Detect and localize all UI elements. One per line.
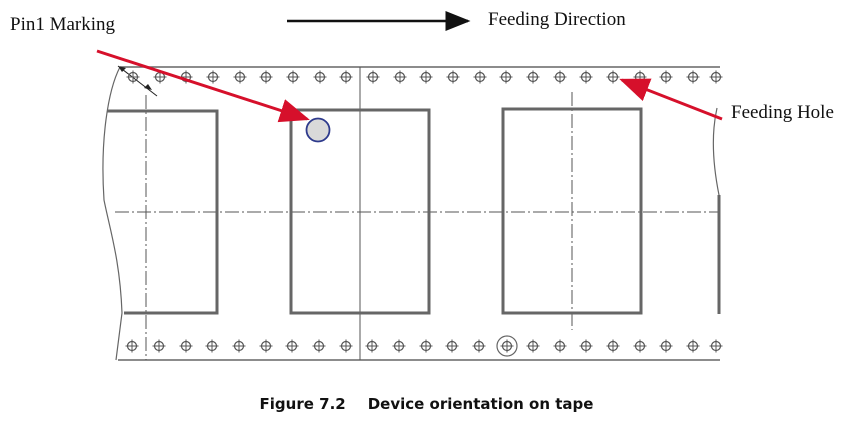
- dimension-arrow-icon: [117, 65, 158, 97]
- pin1-marking-dot: [305, 117, 331, 143]
- pocket-1: [107, 109, 219, 315]
- feeding-hole-pointer-arrow-icon: [619, 78, 723, 121]
- tape-pockets: [107, 107, 721, 315]
- top-feeding-holes: [125, 69, 724, 85]
- figure-number: Figure 7.2: [259, 395, 346, 413]
- pin1-pointer-arrow-icon: [96, 49, 310, 123]
- figure-caption: Figure 7.2 Device orientation on tape: [0, 395, 853, 413]
- reference-hole-ring: [496, 335, 518, 357]
- figure-caption-text: Device orientation on tape: [367, 395, 594, 413]
- pocket-2: [289, 108, 431, 315]
- feeding-direction-label: Feeding Direction: [488, 9, 626, 30]
- tape-outline: [102, 66, 720, 361]
- bottom-feeding-holes: [124, 335, 724, 357]
- pin1-marking-label: Pin1 Marking: [10, 14, 116, 35]
- feeding-hole-label: Feeding Hole: [731, 102, 834, 123]
- pocket-3: [501, 107, 643, 315]
